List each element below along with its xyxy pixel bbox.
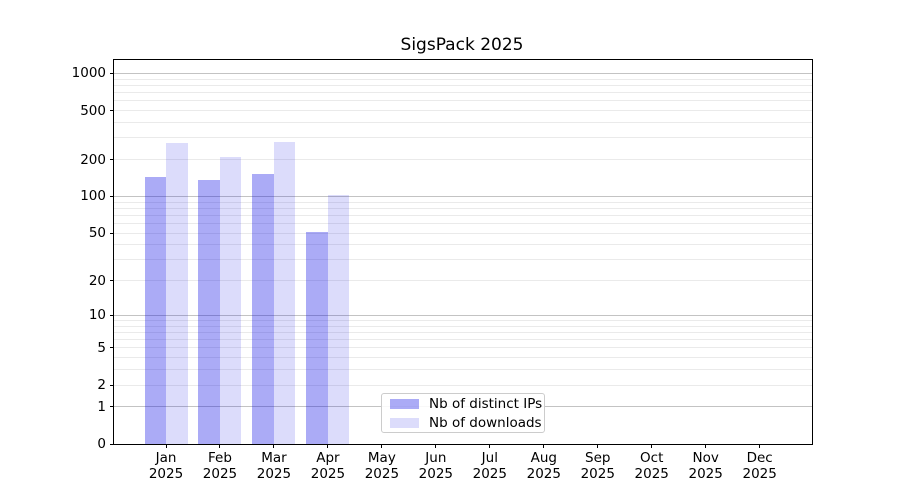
bar-downloads-3: [327, 195, 350, 444]
plot-area: 0 1 2 5 10 20 50 100 200 500 1000 Jan 2025 Feb 2025 M…: [72, 59, 813, 481]
gridline-major: [114, 72, 812, 74]
x-tick-label-mar: Mar 2025: [256, 450, 292, 482]
x-tick-mark: [165, 444, 167, 448]
gridline-minor: [114, 100, 812, 102]
gridline-minor: [114, 78, 812, 80]
y-tick-mark: [110, 384, 114, 386]
legend-entry-downloads: Nb of downloads: [390, 415, 544, 431]
legend-entry-distinct-ips: Nb of distinct IPs: [390, 396, 544, 412]
gridline-minor: [114, 110, 812, 112]
x-tick-mark: [435, 444, 437, 448]
y-tick-label: 100: [80, 188, 106, 205]
x-tick-mark: [651, 444, 653, 448]
gridline-minor: [114, 339, 812, 341]
bar-distinct-ips-3: [306, 232, 328, 444]
x-tick-label-jun: Jun 2025: [418, 450, 454, 482]
gridline-minor: [114, 325, 812, 327]
x-tick-label-sep: Sep 2025: [580, 450, 615, 482]
x-tick-mark: [219, 444, 221, 448]
x-tick-mark: [759, 444, 761, 448]
y-tick-mark: [110, 159, 114, 161]
bar-distinct-ips-1: [198, 180, 220, 444]
y-tick-label: 50: [88, 225, 106, 242]
x-tick-label-apr: Apr 2025: [310, 450, 346, 482]
gridline-major: [114, 314, 812, 316]
y-tick-label: 0: [97, 436, 106, 452]
y-tick-mark: [110, 232, 114, 234]
gridline-minor: [114, 207, 812, 209]
x-tick-label-aug: Aug 2025: [526, 450, 561, 482]
gridline-minor: [114, 244, 812, 246]
legend-label-downloads: Nb of downloads: [429, 414, 542, 431]
y-tick-label: 200: [80, 151, 106, 168]
gridline-minor: [114, 347, 812, 349]
y-tick-label: 20: [88, 272, 106, 289]
x-tick-label-dec: Dec 2025: [742, 450, 777, 482]
gridline-minor: [114, 384, 812, 386]
gridline-minor: [114, 214, 812, 216]
bar-downloads-1: [219, 157, 242, 444]
x-tick-label-may: May 2025: [364, 450, 400, 482]
y-tick-mark: [110, 110, 114, 112]
bar-downloads-2: [273, 142, 296, 444]
y-tick-mark: [110, 72, 114, 74]
gridline-minor: [114, 331, 812, 333]
x-tick-mark: [327, 444, 329, 448]
gridline-minor: [114, 137, 812, 139]
legend: Nb of distinct IPs Nb of downloads: [381, 393, 545, 433]
y-tick-label: 2: [97, 377, 106, 394]
bar-distinct-ips-2: [252, 174, 274, 444]
gridline-minor: [114, 319, 812, 321]
y-tick-label: 1000: [71, 65, 106, 82]
bar-downloads-0: [166, 142, 188, 444]
gridline-minor: [114, 259, 812, 261]
gridline-minor: [114, 122, 812, 123]
x-tick-label-jan: Jan 2025: [148, 450, 184, 482]
legend-swatch-distinct-ips: [390, 398, 419, 409]
bar-distinct-ips-0: [144, 176, 166, 444]
y-tick-mark: [110, 314, 114, 316]
gridline-minor: [114, 223, 812, 224]
y-tick-label: 500: [80, 102, 106, 119]
y-tick-mark: [110, 280, 114, 282]
gridline-minor: [114, 369, 812, 371]
y-tick-mark: [110, 347, 114, 349]
gridline-minor: [114, 232, 812, 234]
x-tick-mark: [381, 444, 383, 448]
x-tick-label-nov: Nov 2025: [688, 450, 723, 482]
x-tick-mark: [273, 444, 275, 448]
legend-swatch-downloads: [390, 417, 419, 428]
y-tick-label: 10: [88, 307, 106, 324]
gridline-minor: [114, 92, 812, 94]
gridline-minor: [114, 357, 812, 359]
gridline-minor: [114, 201, 812, 203]
gridline-major: [114, 195, 812, 197]
y-tick-mark: [110, 406, 114, 408]
x-tick-mark: [705, 444, 707, 448]
x-tick-mark: [597, 444, 599, 448]
y-tick-label: 1: [97, 398, 106, 415]
chart-title: SigsPack 2025: [400, 35, 524, 55]
y-tick-mark: [110, 195, 114, 197]
gridline-minor: [114, 159, 812, 161]
y-tick-mark: [110, 443, 114, 445]
y-tick-label: 5: [97, 339, 106, 356]
legend-label-distinct-ips: Nb of distinct IPs: [429, 395, 543, 412]
x-tick-label-oct: Oct 2025: [634, 450, 669, 482]
x-tick-label-jul: Jul 2025: [472, 450, 507, 482]
gridline-minor: [114, 84, 812, 86]
x-tick-label-feb: Feb 2025: [202, 450, 238, 482]
x-tick-mark: [489, 444, 491, 448]
gridline-minor: [114, 280, 812, 282]
x-tick-mark: [543, 444, 545, 448]
